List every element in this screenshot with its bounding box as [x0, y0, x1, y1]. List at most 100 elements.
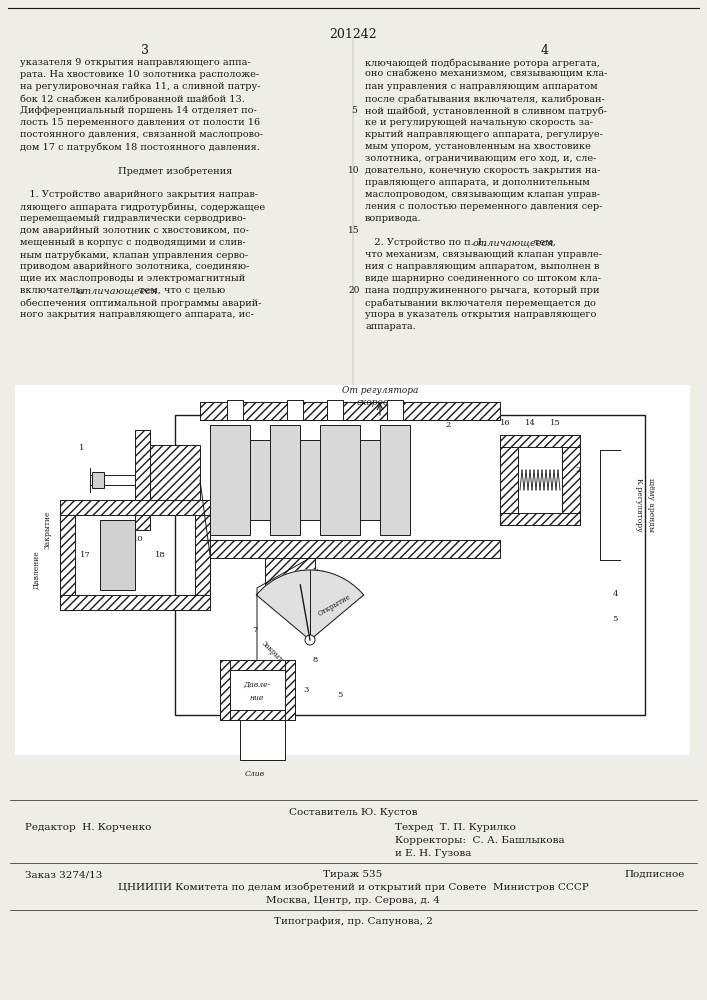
Text: Тираж 535: Тираж 535: [323, 870, 382, 879]
Text: 5: 5: [351, 106, 357, 115]
Text: 10: 10: [349, 166, 360, 175]
Text: ляющего аппарата гидротурбины, содержащее: ляющего аппарата гидротурбины, содержаще…: [20, 202, 265, 212]
Bar: [250, 440, 270, 520]
Text: Редактор  Н. Корченко: Редактор Н. Корченко: [25, 823, 151, 832]
Text: Слив: Слив: [245, 770, 265, 778]
Polygon shape: [257, 570, 363, 640]
Text: приводом аварийного золотника, соединяю-: приводом аварийного золотника, соединяю-: [20, 262, 250, 271]
Bar: [285, 660, 295, 720]
Text: 7: 7: [252, 626, 257, 634]
Bar: [320, 425, 360, 535]
Text: рата. На хвостовике 10 золотника расположе-: рата. На хвостовике 10 золотника располо…: [20, 70, 259, 79]
Text: Составитель Ю. Кустов: Составитель Ю. Кустов: [288, 808, 417, 817]
Text: аппарата.: аппарата.: [365, 322, 416, 331]
Text: что механизм, связывающий клапан управле-: что механизм, связывающий клапан управле…: [365, 250, 602, 259]
Text: Закрытие: Закрытие: [259, 640, 291, 670]
Bar: [210, 425, 250, 535]
Bar: [200, 540, 500, 558]
Bar: [175, 415, 645, 715]
Text: крытий направляющего аппарата, регулируе-: крытий направляющего аппарата, регулируе…: [365, 130, 603, 139]
Bar: [220, 660, 230, 720]
Text: указателя 9 открытия направляющего аппа-: указателя 9 открытия направляющего аппа-: [20, 58, 250, 67]
Text: щёму аренды: щёму аренды: [647, 478, 655, 532]
Text: ке и регулирующей начальную скорость за-: ке и регулирующей начальную скорость за-: [365, 118, 593, 127]
Text: Давление: Давление: [32, 551, 40, 589]
Bar: [380, 425, 410, 535]
Text: вопривода.: вопривода.: [365, 214, 421, 223]
Bar: [500, 447, 580, 513]
Text: 2: 2: [575, 466, 580, 474]
Bar: [220, 660, 295, 720]
Bar: [195, 500, 210, 610]
Text: виде шарнирно соединенного со штоком кла-: виде шарнирно соединенного со штоком кла…: [365, 274, 601, 283]
Bar: [265, 558, 315, 588]
Bar: [220, 710, 295, 720]
Bar: [15, 385, 690, 755]
Text: постоянного давления, связанной маслопрово-: постоянного давления, связанной маслопро…: [20, 130, 263, 139]
Text: 12: 12: [315, 569, 325, 577]
Text: срабатывании включателя перемещается до: срабатывании включателя перемещается до: [365, 298, 596, 308]
Text: Предмет изобретения: Предмет изобретения: [118, 166, 232, 176]
Bar: [387, 400, 403, 420]
Bar: [220, 660, 295, 670]
Text: включатель,: включатель,: [20, 286, 87, 295]
Text: лость 15 переменного давления от полости 16: лость 15 переменного давления от полости…: [20, 118, 260, 127]
Text: упора в указатель открытия направляющего: упора в указатель открытия направляющего: [365, 310, 597, 319]
Bar: [300, 440, 320, 520]
Bar: [500, 435, 580, 525]
Circle shape: [305, 635, 315, 645]
Text: 10: 10: [133, 535, 144, 543]
Text: перемещаемый гидравлически серводриво-: перемещаемый гидравлически серводриво-: [20, 214, 246, 223]
Text: отличающееся: отличающееся: [77, 286, 158, 295]
Bar: [135, 430, 150, 530]
Text: тем,: тем,: [531, 238, 556, 247]
Text: мещенный в корпус с подводящими и слив-: мещенный в корпус с подводящими и слив-: [20, 238, 245, 247]
Text: Дифференциальный поршень 14 отделяет по-: Дифференциальный поршень 14 отделяет по-: [20, 106, 257, 115]
Text: 1. Устройство аварийного закрытия направ-: 1. Устройство аварийного закрытия направ…: [20, 190, 258, 199]
Bar: [240, 720, 285, 760]
Text: после срабатывания включателя, калиброван-: после срабатывания включателя, калиброва…: [365, 94, 604, 104]
Text: 2: 2: [445, 421, 450, 429]
Text: 3: 3: [303, 686, 308, 694]
Text: 5: 5: [337, 691, 343, 699]
Bar: [280, 588, 300, 608]
Bar: [200, 420, 500, 540]
Text: 5: 5: [612, 615, 618, 623]
Text: ния с направляющим аппаратом, выполнен в: ния с направляющим аппаратом, выполнен в: [365, 262, 600, 271]
Bar: [500, 513, 580, 525]
Text: 14: 14: [525, 419, 535, 427]
Text: 15: 15: [549, 419, 561, 427]
Bar: [327, 400, 343, 420]
Text: 16: 16: [500, 419, 510, 427]
Text: ние: ние: [250, 694, 264, 702]
Bar: [270, 425, 300, 535]
Bar: [500, 435, 580, 447]
Text: щие их маслопроводы и электромагнитный: щие их маслопроводы и электромагнитный: [20, 274, 245, 283]
Text: 1: 1: [79, 444, 85, 452]
Text: пана подпружиненного рычага, который при: пана подпружиненного рычага, который при: [365, 286, 600, 295]
Bar: [500, 435, 518, 525]
Text: дом аварийный золотник с хвостовиком, по-: дом аварийный золотник с хвостовиком, по…: [20, 226, 249, 235]
Text: дом 17 с патрубком 18 постоянного давления.: дом 17 с патрубком 18 постоянного давлен…: [20, 142, 260, 151]
Text: От регулятора: От регулятора: [341, 386, 418, 395]
Bar: [360, 440, 380, 520]
Text: Техред  Т. П. Курилко: Техред Т. П. Курилко: [395, 823, 516, 832]
Text: Подписное: Подписное: [624, 870, 685, 879]
Bar: [60, 500, 75, 610]
Bar: [100, 520, 135, 590]
Bar: [60, 595, 210, 610]
Text: тем, что с целью: тем, что с целью: [136, 286, 226, 295]
Text: золотника, ограничивающим его ход, и, сле-: золотника, ограничивающим его ход, и, сл…: [365, 154, 597, 163]
Text: 8: 8: [312, 656, 317, 664]
Bar: [60, 500, 210, 515]
Text: ЦНИИПИ Комитета по делам изобретений и открытий при Совете  Министров СССР: ЦНИИПИ Комитета по делам изобретений и о…: [117, 883, 588, 892]
Text: ной шайбой, установленной в сливном патруб-: ной шайбой, установленной в сливном патр…: [365, 106, 607, 115]
Text: Заказ 3274/13: Заказ 3274/13: [25, 870, 103, 879]
Text: 13: 13: [315, 594, 326, 602]
Text: бок 12 снабжен калиброванной шайбой 13.: бок 12 снабжен калиброванной шайбой 13.: [20, 94, 245, 104]
Text: Давле-: Давле-: [243, 681, 271, 689]
Bar: [287, 400, 303, 420]
Text: Открытие: Открытие: [317, 592, 353, 618]
Bar: [92, 472, 104, 488]
Text: скорости: скорости: [357, 398, 403, 407]
